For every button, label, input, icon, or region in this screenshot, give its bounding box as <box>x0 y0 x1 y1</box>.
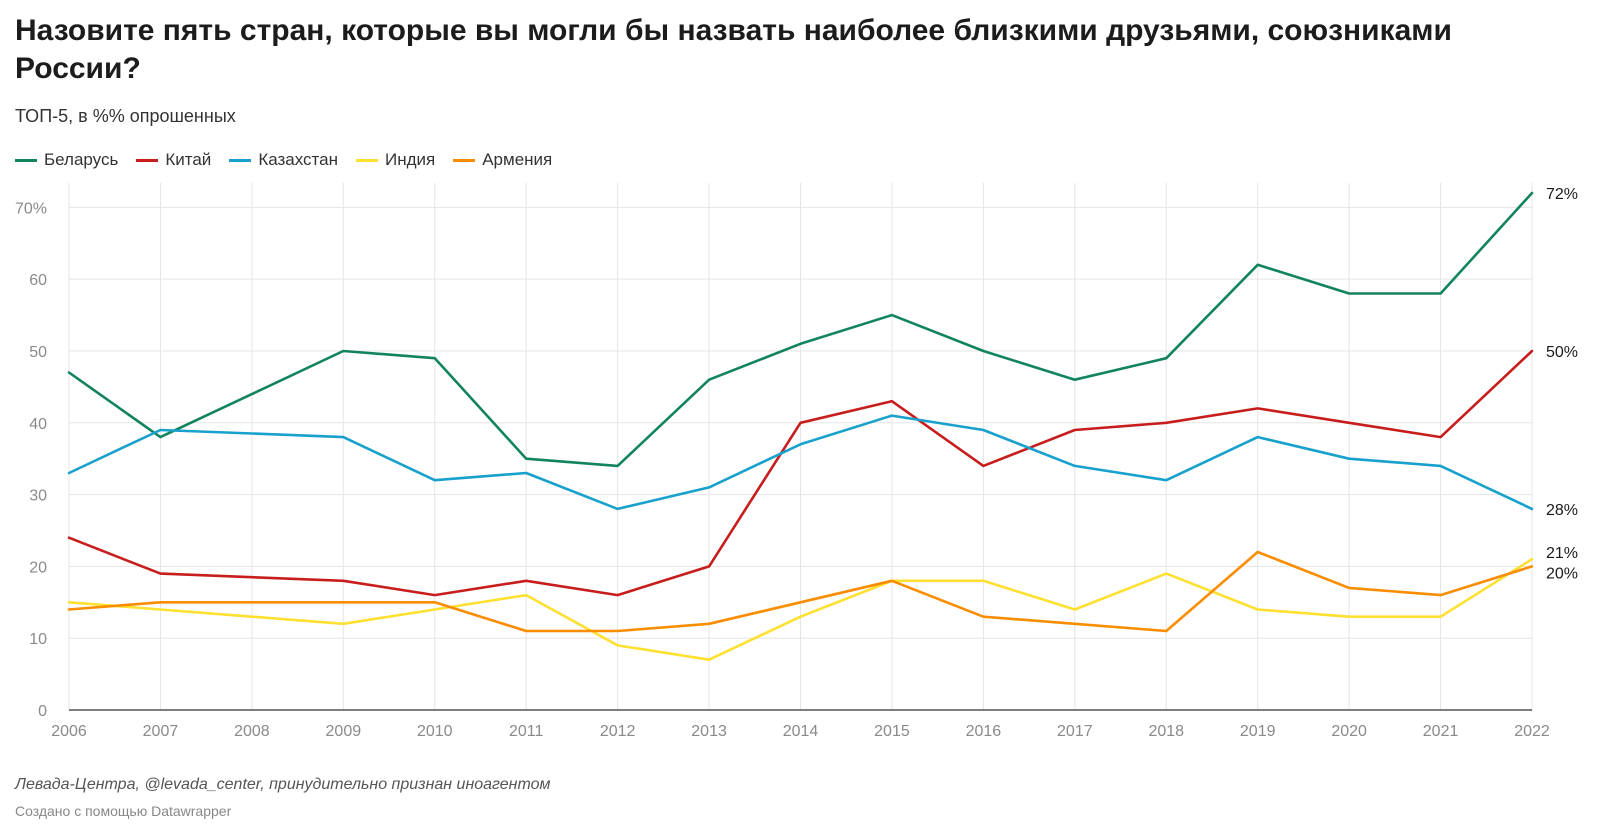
legend-swatch-china <box>136 158 159 162</box>
end-label-armenia: 20% <box>1546 565 1578 582</box>
legend-item-india: Индия <box>355 150 436 170</box>
x-tick-label: 2008 <box>234 723 270 740</box>
x-tick-label: 2007 <box>143 723 179 740</box>
x-tick-label: 2019 <box>1240 723 1276 740</box>
y-tick-label: 30 <box>29 488 47 505</box>
legend-swatch-india <box>355 158 378 162</box>
x-tick-label: 2006 <box>51 723 87 740</box>
legend-swatch-belarus <box>15 158 37 162</box>
legend: Беларусь Китай Казахстан Индия Армения <box>15 150 552 170</box>
legend-item-kazakhstan: Казахстан <box>229 150 338 170</box>
series-line-china <box>67 349 1534 597</box>
series-line-belarus <box>67 191 1534 468</box>
end-label-india: 21% <box>1546 545 1578 562</box>
x-tick-label: 2020 <box>1331 723 1367 740</box>
source-note: Левада-Центра, @levada_center, принудите… <box>15 776 551 793</box>
line-chart: 0 10 20 30 40 50 60 70% 2006 2007 2008 2009 2010 2011… <box>15 183 1578 740</box>
legend-label-kazakhstan: Казахстан <box>258 150 338 169</box>
legend-label-belarus: Беларусь <box>44 150 119 169</box>
legend-label-india: Индия <box>384 150 436 169</box>
legend-item-belarus: Беларусь <box>15 150 118 170</box>
y-tick-label: 50 <box>29 344 47 361</box>
y-tick-label: 40 <box>29 416 47 433</box>
series-line-india <box>67 557 1534 662</box>
x-tick-label: 2015 <box>874 723 910 740</box>
legend-item-china: Китай <box>136 150 211 170</box>
x-tick-label: 2011 <box>509 723 544 740</box>
x-tick-label: 2018 <box>1148 723 1184 740</box>
chart-subtitle: ТОП-5, в %% опрошенных <box>15 106 236 126</box>
x-tick-label: 2009 <box>326 723 362 740</box>
chart-title: Назовите пять стран, которые вы могли бы… <box>15 14 1452 85</box>
x-tick-label: 2014 <box>783 723 819 740</box>
x-tick-label: 2012 <box>600 723 636 740</box>
end-label-china: 50% <box>1546 344 1578 361</box>
legend-swatch-armenia <box>453 158 476 162</box>
x-tick-label: 2013 <box>691 723 727 740</box>
legend-swatch-kazakhstan <box>229 158 252 162</box>
x-tick-label: 2016 <box>966 723 1002 740</box>
x-tick-label: 2010 <box>417 723 453 740</box>
y-tick-label: 20 <box>29 559 47 576</box>
credit-note: Создано с помощью Datawrapper <box>15 803 232 819</box>
end-label-kazakhstan: 28% <box>1546 502 1578 519</box>
x-tick-label: 2022 <box>1514 723 1550 740</box>
y-tick-label: 70% <box>15 200 47 217</box>
y-tick-label: 60 <box>29 272 47 289</box>
series-line-kazakhstan <box>67 414 1534 511</box>
y-tick-label: 10 <box>29 631 47 648</box>
legend-label-armenia: Армения <box>482 150 553 169</box>
x-tick-label: 2021 <box>1423 723 1459 740</box>
y-tick-label: 0 <box>38 703 47 720</box>
series-line-armenia <box>67 550 1534 633</box>
legend-label-china: Китай <box>165 150 212 169</box>
legend-item-armenia: Армения <box>453 150 552 170</box>
x-tick-label: 2017 <box>1057 723 1093 740</box>
end-label-belarus: 72% <box>1546 186 1578 203</box>
